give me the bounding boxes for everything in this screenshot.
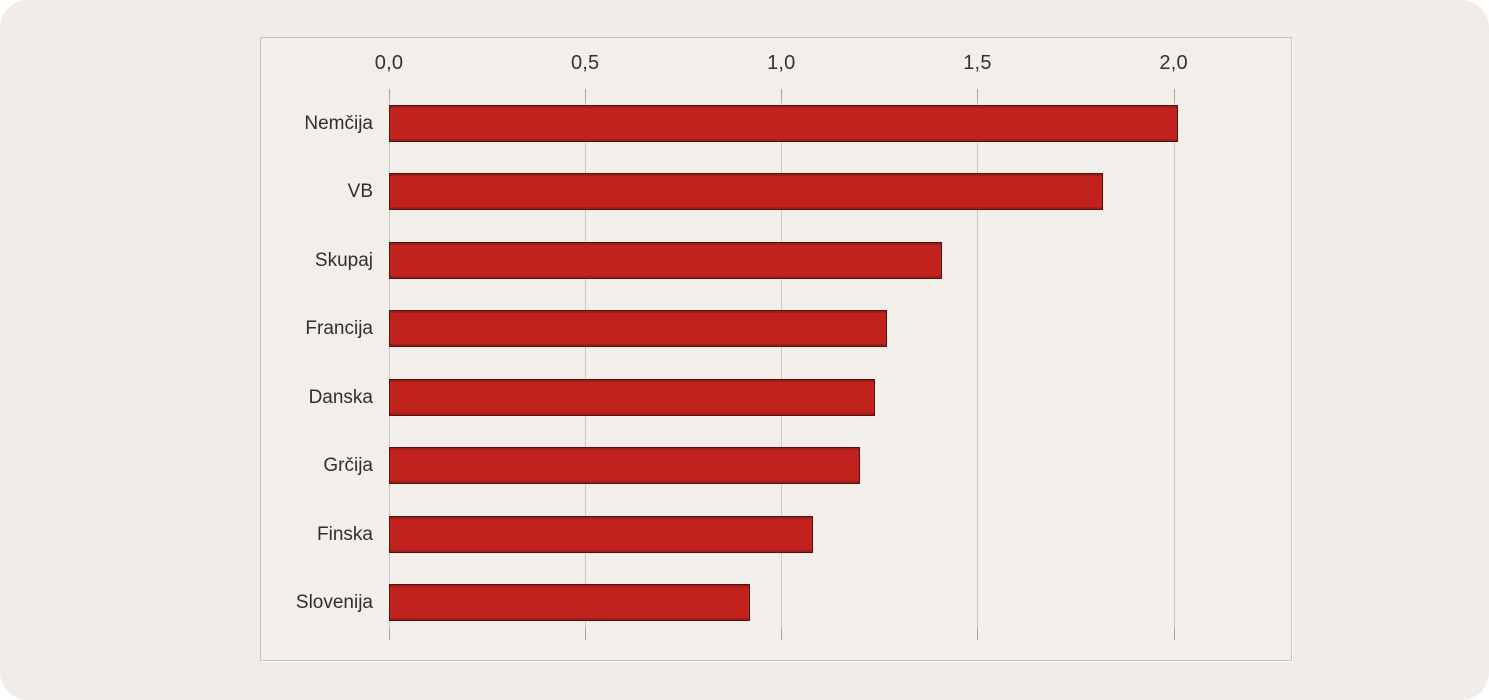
chart-bar <box>389 105 1178 142</box>
category-label: Danska <box>308 386 373 408</box>
chart-bar <box>389 310 888 348</box>
chart-bar <box>389 515 813 553</box>
bar-row: Skupaj <box>261 241 1291 279</box>
category-label: Francija <box>305 318 373 340</box>
bar-row: Danska <box>261 378 1291 416</box>
bar-row: Francija <box>261 310 1291 348</box>
category-label: Grčija <box>323 455 373 477</box>
tick-mark <box>977 89 979 101</box>
chart-bar <box>389 378 876 416</box>
bar-row: Grčija <box>261 447 1291 485</box>
chart-panel: 0,0 0,5 1,0 1,5 2,0 Nemčija VB Skupaj Francija D… <box>260 37 1292 661</box>
category-label: Skupaj <box>314 249 373 271</box>
x-tick-label: 1,5 <box>963 52 992 74</box>
chart-bar <box>389 447 860 485</box>
category-label: VB <box>347 181 373 203</box>
bar-row: Nemčija <box>261 105 1291 142</box>
x-tick-label: 2,0 <box>1159 52 1188 74</box>
bar-row: Finska <box>261 515 1291 553</box>
tick-mark <box>585 89 587 101</box>
tick-mark <box>389 628 390 640</box>
tick-mark <box>1173 628 1175 640</box>
tick-mark <box>389 89 390 101</box>
chart-bar <box>389 584 750 621</box>
chart-bar <box>389 241 943 279</box>
tick-mark <box>585 628 587 640</box>
tick-mark <box>1173 89 1175 101</box>
category-label: Nemčija <box>304 113 373 134</box>
x-tick-label: 0,0 <box>374 52 404 74</box>
bar-row: VB <box>261 173 1291 211</box>
gridline <box>389 101 390 628</box>
gridline <box>781 101 783 628</box>
tick-mark <box>781 628 783 640</box>
gridline <box>585 101 587 628</box>
tick-mark <box>781 89 783 101</box>
category-label: Finska <box>317 523 373 545</box>
gridline <box>1173 101 1175 628</box>
category-label: Slovenija <box>295 592 373 613</box>
tick-mark <box>977 628 979 640</box>
chart-bar <box>389 173 1103 211</box>
x-tick-label: 0,5 <box>570 52 600 74</box>
bar-row: Slovenija <box>261 584 1291 621</box>
gridline <box>977 101 979 628</box>
x-tick-label: 1,0 <box>767 52 796 74</box>
